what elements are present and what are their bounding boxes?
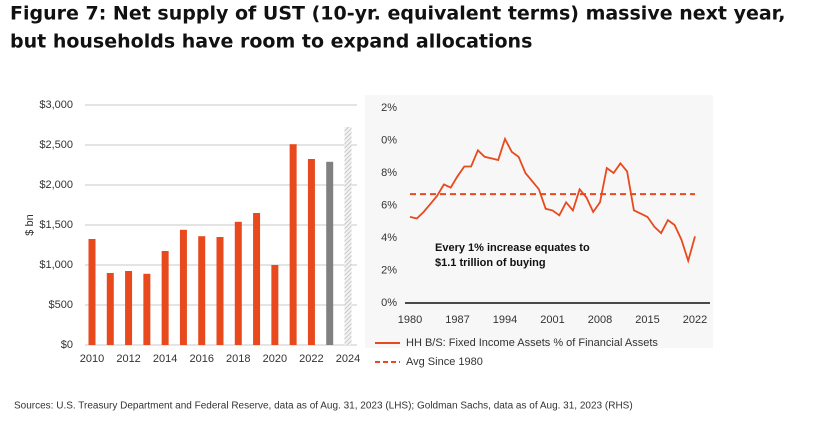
bar (234, 221, 242, 345)
bar (106, 273, 114, 345)
bar (198, 236, 206, 345)
annotation: $1.1 trillion of buying (435, 257, 546, 269)
y-tick-label: 2% (381, 264, 397, 276)
bar (125, 271, 133, 345)
bar (289, 144, 297, 345)
y-tick-label: $1,000 (39, 259, 73, 271)
x-tick-label: 2022 (299, 353, 323, 365)
y-tick-label: 0% (381, 134, 397, 146)
title-line: Figure 7: Net supply of UST (10-yr. equi… (10, 3, 785, 25)
bar (344, 127, 352, 345)
x-tick-label: 2001 (540, 314, 564, 326)
y-tick-label: 4% (381, 232, 397, 244)
x-tick-label: 2022 (683, 314, 707, 326)
y-tick-label: $0 (61, 339, 73, 351)
legend-label: HH B/S: Fixed Income Assets % of Financi… (406, 337, 658, 349)
bar (271, 265, 279, 345)
bar (161, 251, 169, 345)
x-tick-label: 1987 (445, 314, 469, 326)
y-tick-label: $3,000 (39, 99, 73, 111)
y-axis-label: $ bn (24, 214, 36, 235)
bar (307, 159, 315, 345)
y-tick-label: 2% (381, 102, 397, 114)
x-tick-label: 2020 (263, 353, 287, 365)
bar (179, 229, 187, 345)
x-tick-label: 2012 (116, 353, 140, 365)
line (409, 136, 696, 264)
y-tick-label: $1,500 (39, 219, 73, 231)
bar (216, 237, 224, 345)
y-tick-label: 8% (381, 167, 397, 179)
title-line: but households have room to expand alloc… (10, 31, 532, 53)
x-tick-label: 1994 (493, 314, 517, 326)
x-tick-label: 2016 (189, 353, 213, 365)
x-tick-label: 2018 (226, 353, 250, 365)
bar (143, 273, 151, 345)
x-tick-label: 2010 (80, 353, 104, 365)
x-tick-label: 2008 (588, 314, 612, 326)
x-tick-label: 2015 (635, 314, 659, 326)
bar (253, 213, 261, 345)
y-tick-label: $500 (49, 299, 73, 311)
panel-background (365, 95, 713, 348)
source: Sources: U.S. Treasury Department and Fe… (14, 401, 633, 412)
annotation: Every 1% increase equates to (435, 242, 590, 254)
y-tick-label: 6% (381, 199, 397, 211)
x-tick-label: 2014 (153, 353, 177, 365)
legend-label: Avg Since 1980 (406, 356, 483, 368)
y-tick-label: $2,000 (39, 179, 73, 191)
y-tick-label: 0% (381, 297, 397, 309)
bar (326, 161, 334, 345)
bar (88, 239, 96, 345)
x-tick-label: 2024 (336, 353, 360, 365)
x-tick-label: 1980 (398, 314, 422, 326)
y-tick-label: $2,500 (39, 139, 73, 151)
